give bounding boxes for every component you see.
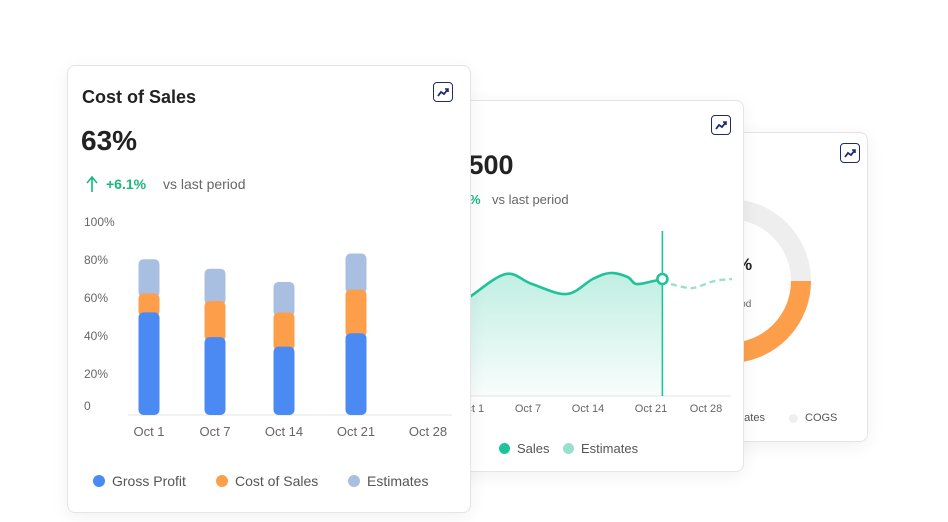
trend-chart-icon: [844, 149, 856, 158]
bar-cost-of-sales: [345, 289, 367, 338]
x-tick-label: Oct 28: [408, 424, 448, 439]
bar-gross-profit: [204, 337, 226, 415]
estimates-line: [661, 277, 733, 290]
metric-comparison: vs last period: [163, 176, 246, 192]
y-tick-label: 80%: [84, 253, 109, 267]
bar-gross-profit: [345, 333, 367, 415]
bar-cost-of-sales: [138, 293, 160, 317]
metric-value: 63%: [81, 125, 138, 156]
legend-label: Sales: [517, 441, 550, 456]
x-tick-label: Oct 21: [634, 403, 668, 415]
sales-change: %: [469, 192, 481, 207]
legend-label: Cost of Sales: [235, 473, 319, 489]
bar-estimates: [345, 253, 367, 294]
legend-dot: [563, 443, 574, 454]
stacked-bar-chart: [128, 253, 452, 416]
legend-dot: [499, 443, 510, 454]
x-tick-label: Oct 7: [514, 403, 542, 415]
bar-gross-profit: [273, 346, 295, 415]
legend-label: Estimates: [581, 441, 639, 456]
legend-label: Gross Profit: [112, 473, 186, 489]
legend-item-sales: Sales: [499, 441, 550, 456]
sales-comparison: vs last period: [492, 192, 569, 207]
sales-line-chart: [452, 231, 733, 397]
trend-chart-icon: [437, 88, 449, 97]
legend-label: Estimates: [367, 473, 429, 489]
trend-chart-icon: [715, 121, 727, 130]
card-title: Cost of Sales: [82, 87, 197, 107]
sales-area: [453, 272, 663, 396]
x-tick-label: Oct 28: [689, 403, 723, 415]
x-tick-label: Oct 14: [571, 403, 605, 415]
bar-estimates: [138, 259, 160, 298]
trend-chart-button[interactable]: [711, 115, 731, 135]
x-tick-label: Oct 14: [264, 424, 304, 439]
trend-chart-button[interactable]: [433, 82, 453, 102]
bar-cost-of-sales: [273, 312, 295, 351]
sales-line: [452, 271, 663, 310]
y-tick-label: 100%: [84, 215, 115, 229]
bar-cost-of-sales: [204, 301, 226, 342]
legend-dot: [216, 475, 228, 487]
legend-item-cost-of-sales: Cost of Sales: [216, 473, 318, 489]
x-tick-label: Oct 21: [336, 424, 376, 439]
y-tick-label: 40%: [84, 329, 109, 343]
legend-dot: [348, 475, 360, 487]
bar-gross-profit: [138, 312, 160, 415]
legend-item-gross-profit: Gross Profit: [93, 473, 186, 489]
cost-of-sales-card: Cost of Sales 63% +6.1% vs last period 0…: [67, 65, 471, 513]
legend-dot: [789, 413, 798, 423]
legend-label: COGS: [805, 412, 838, 424]
y-tick-label: 20%: [84, 367, 109, 381]
trend-chart-button[interactable]: [840, 143, 860, 163]
legend-item-estimates: Estimates: [563, 441, 638, 456]
donut-period: iod: [738, 299, 752, 310]
legend-dot: [93, 475, 105, 487]
arrow-up-icon: [86, 175, 98, 192]
current-point-marker[interactable]: [656, 272, 669, 286]
legend-item-estimates: Estimates: [348, 473, 428, 489]
legend-item-cogs: COGS: [789, 412, 837, 424]
y-tick-label: 60%: [84, 291, 109, 305]
x-tick-label: Oct 1: [133, 424, 165, 439]
metric-change: +6.1%: [106, 176, 147, 192]
x-tick-label: Oct 7: [199, 424, 231, 439]
bar-estimates: [273, 282, 295, 317]
y-tick-label: 0: [84, 399, 91, 413]
bar-estimates: [204, 268, 226, 305]
